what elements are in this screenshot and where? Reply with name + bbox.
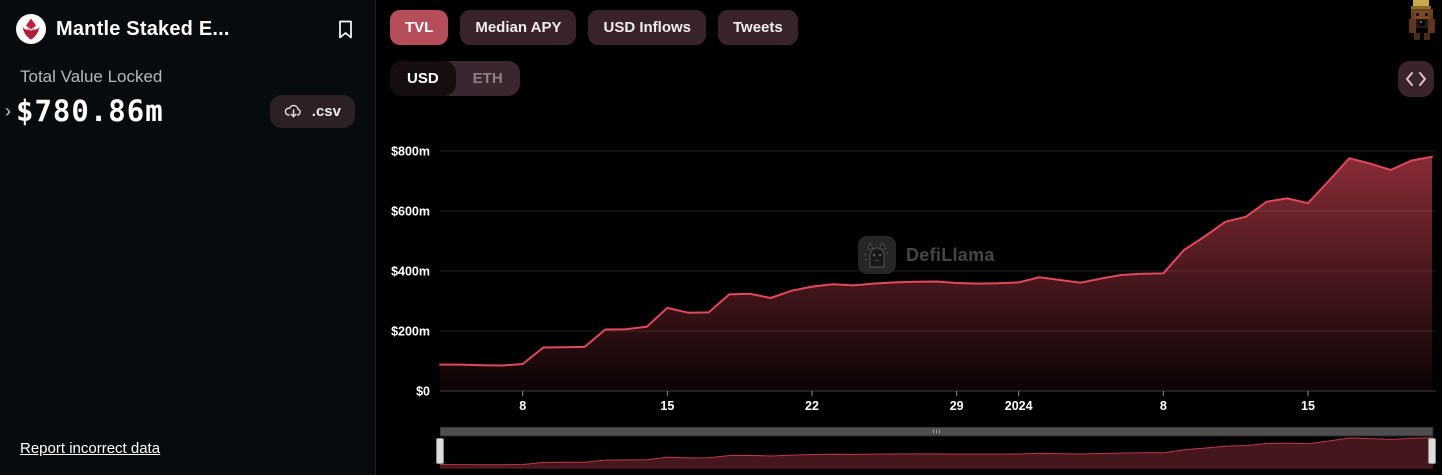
x-axis-label: 29 (950, 399, 964, 413)
denomination-usd-button[interactable]: USD (390, 61, 456, 96)
denomination-eth-button[interactable]: ETH (456, 61, 520, 96)
chart-panel: TVL Median APY USD Inflows Tweets USD ET… (376, 0, 1442, 475)
x-axis-label: 8 (519, 399, 526, 413)
protocol-sidebar: Mantle Staked E... Total Value Locked › … (0, 0, 376, 475)
x-axis-label: 15 (1301, 399, 1315, 413)
llama-mascot-image (1409, 0, 1435, 40)
x-axis-label: 8 (1160, 399, 1167, 413)
protocol-name: Mantle Staked E... (56, 17, 230, 40)
tab-median-apy[interactable]: Median APY (460, 10, 577, 45)
tab-tweets[interactable]: Tweets (718, 10, 798, 45)
tvl-row: › $780.86m .csv (0, 92, 355, 130)
x-axis-label: 2024 (1005, 399, 1033, 413)
tvl-line (439, 155, 1433, 367)
brush-line (440, 437, 1434, 466)
protocol-header: Mantle Staked E... (16, 14, 355, 44)
protocol-logo-icon (16, 14, 46, 44)
y-axis-label: $800m (391, 145, 430, 159)
tvl-area-fill (440, 156, 1432, 391)
bookmark-button[interactable] (336, 18, 355, 41)
download-csv-button[interactable]: .csv (269, 94, 355, 128)
x-axis-label: 15 (660, 399, 674, 413)
tab-usd-inflows[interactable]: USD Inflows (588, 10, 706, 45)
csv-button-label: .csv (311, 102, 341, 120)
tvl-label: Total Value Locked (20, 67, 163, 86)
denomination-toggle: USD ETH (390, 61, 520, 96)
embed-chart-button[interactable] (1398, 61, 1434, 97)
brush-area-fill (440, 437, 1433, 468)
y-axis-label: $200m (391, 325, 430, 339)
y-axis-label: $0 (416, 385, 430, 399)
brush-handle-left[interactable] (436, 438, 444, 464)
download-cloud-icon (284, 104, 301, 118)
brush-handle-right[interactable] (1428, 438, 1436, 464)
report-incorrect-data-link[interactable]: Report incorrect data (20, 440, 161, 457)
expand-chevron-icon[interactable]: › (5, 101, 11, 121)
code-embed-icon (1406, 72, 1426, 86)
tvl-value: $780.86m (16, 94, 164, 128)
tab-tvl[interactable]: TVL (390, 10, 449, 45)
bookmark-icon (339, 20, 352, 38)
chart-tabs: TVL Median APY USD Inflows Tweets (390, 10, 798, 45)
y-axis-label: $400m (391, 265, 430, 279)
y-axis-label: $600m (391, 205, 430, 219)
x-axis-label: 22 (805, 399, 819, 413)
tvl-chart: $0 $200m $400m $600m $800m 8 15 22 29 2024 8 15 (391, 145, 1436, 413)
chart-zoom-brush[interactable] (440, 427, 1434, 471)
